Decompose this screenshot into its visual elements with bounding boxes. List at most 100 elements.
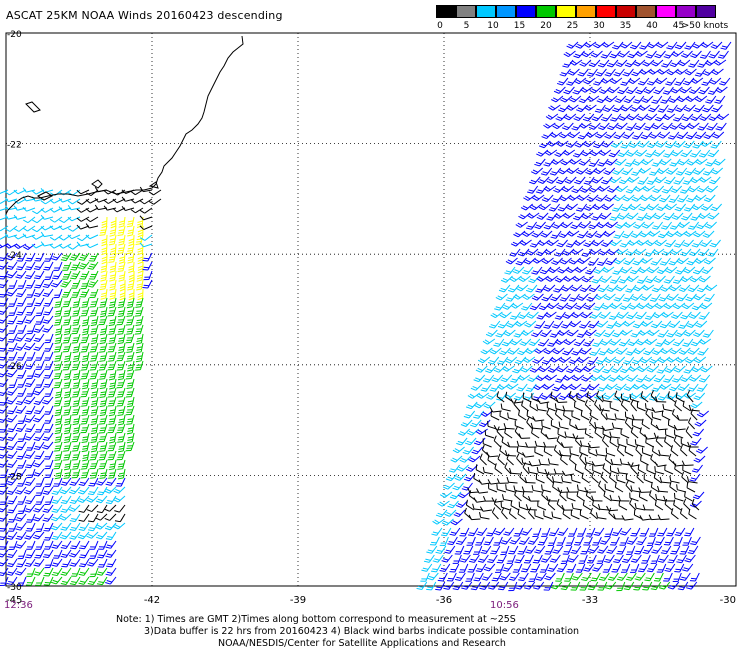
wind-barb — [657, 230, 670, 239]
wind-barb — [26, 468, 36, 479]
wind-barb — [25, 279, 36, 289]
wind-barb — [58, 197, 72, 203]
wind-barb — [536, 212, 549, 220]
wind-barb — [678, 122, 691, 130]
wind-barb — [35, 576, 45, 586]
wind-barb — [529, 176, 541, 185]
wind-barb — [489, 320, 501, 329]
wind-barb — [89, 549, 99, 559]
wind-barb — [540, 230, 553, 238]
wind-barb — [461, 482, 473, 491]
wind-barb — [42, 432, 54, 441]
wind-barb — [685, 356, 698, 364]
wind-barb — [16, 297, 27, 307]
wind-barb — [458, 563, 469, 573]
wind-barb — [96, 504, 108, 514]
wind-barb — [550, 581, 563, 590]
wind-barb — [647, 266, 660, 274]
wind-barb — [63, 315, 72, 326]
wind-barb — [535, 473, 545, 484]
wind-barb — [13, 243, 27, 249]
wind-barb — [693, 392, 706, 401]
wind-barb — [525, 284, 538, 293]
wind-barb — [99, 405, 108, 417]
wind-barb — [629, 266, 642, 275]
wind-barb — [6, 288, 18, 297]
wind-barb — [622, 356, 635, 365]
wind-barb — [552, 383, 564, 392]
wind-barb — [0, 315, 9, 324]
wind-barb — [486, 527, 497, 537]
wind-barb — [35, 540, 45, 550]
wind-barb — [579, 509, 589, 520]
wind-barb — [567, 554, 579, 563]
wind-barb — [637, 140, 650, 148]
wind-barb — [571, 185, 584, 194]
wind-barb — [0, 540, 9, 550]
wind-barb — [633, 221, 645, 229]
wind-barb — [34, 297, 45, 307]
wind-barb — [566, 41, 579, 49]
wind-barb — [522, 293, 535, 300]
wind-barb — [621, 167, 634, 176]
wind-barb — [130, 207, 144, 214]
wind-barb — [677, 581, 689, 591]
wind-barb — [53, 378, 63, 389]
wind-barb — [695, 446, 708, 454]
wind-barb — [614, 158, 627, 166]
wind-barb — [599, 212, 612, 220]
wind-barb — [15, 513, 27, 522]
wind-barb — [686, 158, 699, 166]
wind-barb — [613, 293, 625, 302]
wind-barb — [517, 545, 528, 555]
wind-barb — [125, 387, 135, 398]
wind-barb — [81, 432, 90, 444]
wind-barb — [600, 275, 612, 283]
wind-barb — [589, 410, 599, 421]
wind-barb — [504, 266, 516, 275]
wind-barb — [15, 522, 27, 531]
wind-barb — [81, 315, 90, 327]
wind-barb — [620, 104, 633, 112]
wind-barb — [108, 351, 117, 362]
wind-barb — [571, 411, 581, 421]
wind-barb — [22, 187, 36, 193]
wind-barb — [16, 450, 27, 460]
wind-barb — [603, 490, 612, 502]
wind-barb — [688, 404, 700, 412]
wind-barb — [26, 567, 36, 577]
wind-barb — [116, 396, 126, 407]
wind-barb — [49, 234, 63, 241]
wind-barb — [495, 563, 505, 573]
wind-barb — [24, 432, 36, 441]
wind-barb — [90, 414, 99, 426]
wind-barb — [639, 527, 650, 537]
wind-barb — [0, 342, 9, 352]
wind-barb — [701, 203, 713, 211]
wind-barb — [681, 113, 694, 122]
wind-barb — [601, 239, 613, 247]
wind-barb — [25, 513, 36, 523]
wind-barb — [641, 221, 654, 229]
wind-barb — [651, 284, 664, 293]
wind-barb — [560, 442, 573, 448]
wind-barb — [583, 536, 593, 546]
wind-barb — [546, 176, 559, 184]
wind-barb — [475, 563, 487, 573]
wind-barb — [40, 207, 54, 213]
wind-barb — [33, 432, 45, 441]
wind-barb — [89, 540, 99, 550]
wind-barb — [615, 122, 628, 130]
wind-barb — [509, 467, 521, 475]
wind-barb — [523, 554, 534, 564]
wind-barb — [498, 284, 511, 293]
wind-barb — [506, 554, 516, 564]
wind-barb — [639, 230, 652, 238]
wind-barb — [44, 360, 54, 370]
wind-barb — [456, 464, 469, 472]
wind-barb — [600, 338, 613, 346]
wind-barb — [89, 297, 99, 308]
wind-barb — [590, 572, 601, 582]
wind-barb — [62, 270, 72, 280]
wind-barb — [543, 320, 555, 329]
